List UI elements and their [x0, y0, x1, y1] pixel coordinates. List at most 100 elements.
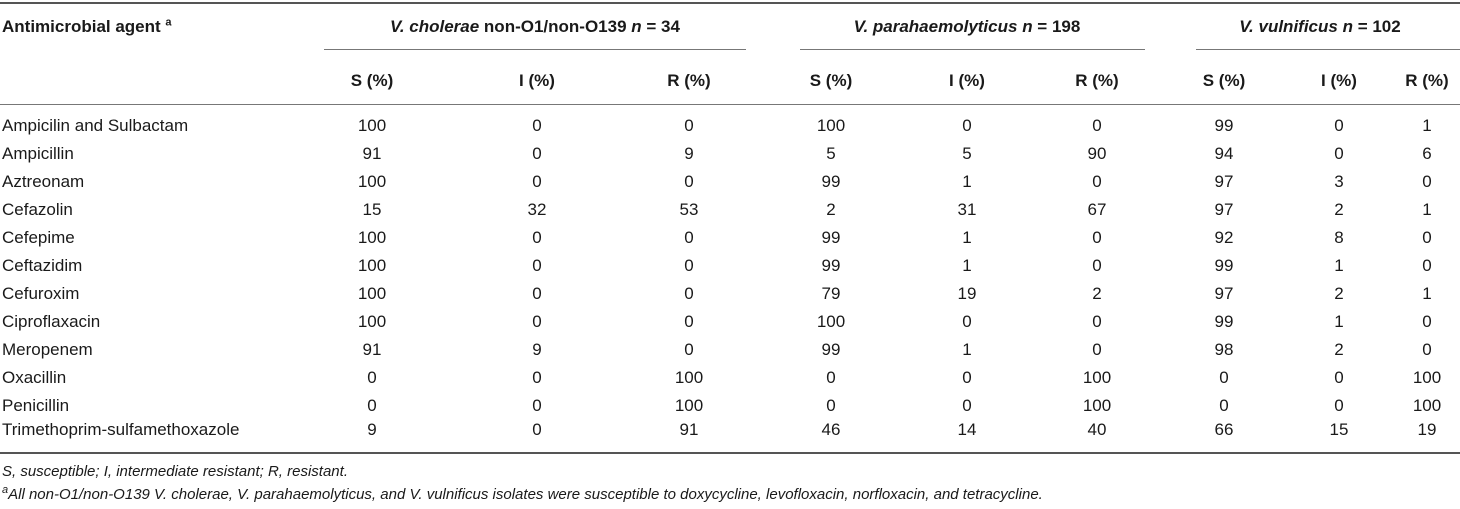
agent-name: Cefepime	[2, 228, 75, 247]
table-row: Cefuroxim 100 0 0 79 19 2 97 2 1	[0, 284, 1460, 308]
value-cell: 0	[532, 420, 542, 439]
value-cell: 67	[1087, 200, 1107, 219]
agent-name: Ampicilin and Sulbactam	[2, 116, 189, 135]
group-header-species: V. cholerae	[390, 17, 480, 36]
value-cell: 99	[821, 340, 841, 359]
value-cell: 3	[1334, 172, 1344, 191]
value-cell: 40	[1087, 420, 1107, 439]
value-cell: 0	[532, 284, 542, 303]
value-cell: 0	[1422, 340, 1432, 359]
value-cell: 0	[962, 116, 972, 135]
table-row: Penicillin 0 0 100 0 0 100 0 0 100	[0, 396, 1460, 420]
value-cell: 0	[1334, 396, 1344, 415]
value-cell: 2	[1334, 200, 1344, 219]
agent-name: Aztreonam	[2, 172, 85, 191]
value-cell: 0	[1092, 116, 1102, 135]
agent-name: Ampicillin	[2, 144, 74, 163]
value-cell: 9	[367, 420, 377, 439]
value-cell: 100	[1082, 396, 1112, 415]
value-cell: 94	[1214, 144, 1234, 163]
table-row: Cefepime 100 0 0 99 1 0 92 8 0	[0, 228, 1460, 252]
value-cell: 1	[1334, 312, 1344, 331]
value-cell: 0	[1422, 256, 1432, 275]
agent-name: Oxacillin	[2, 368, 67, 387]
group-header-n-value: = 34	[641, 17, 680, 36]
column-header-agent-superscript: a	[165, 16, 172, 29]
value-cell: 1	[1422, 200, 1432, 219]
table-row: Aztreonam 100 0 0 99 1 0 97 3 0	[0, 172, 1460, 196]
value-cell: 99	[821, 172, 841, 191]
value-cell: 0	[684, 340, 694, 359]
value-cell: 100	[816, 312, 846, 331]
value-cell: 0	[1334, 144, 1344, 163]
value-cell: 0	[962, 312, 972, 331]
value-cell: 2	[1334, 284, 1344, 303]
value-cell: 100	[357, 228, 387, 247]
value-cell: 100	[357, 256, 387, 275]
value-cell: 0	[367, 396, 377, 415]
value-cell: 90	[1087, 144, 1107, 163]
value-cell: 100	[816, 116, 846, 135]
value-cell: 32	[527, 200, 547, 219]
value-cell: 0	[1219, 368, 1229, 387]
value-cell: 99	[1214, 312, 1234, 331]
value-cell: 1	[1334, 256, 1344, 275]
value-cell: 1	[962, 256, 972, 275]
value-cell: 0	[1092, 172, 1102, 191]
subheader-vulnificus-r: R (%)	[1405, 71, 1449, 90]
value-cell: 31	[957, 200, 977, 219]
value-cell: 97	[1214, 172, 1234, 191]
value-cell: 0	[532, 116, 542, 135]
value-cell: 100	[674, 368, 704, 387]
footnote-a-marker: a	[2, 484, 9, 496]
value-cell: 0	[1422, 172, 1432, 191]
table-row: Cefazolin 15 32 53 2 31 67 97 2 1	[0, 200, 1460, 224]
value-cell: 98	[1214, 340, 1234, 359]
table-row: Meropenem 91 9 0 99 1 0 98 2 0	[0, 340, 1460, 364]
table-row: Ciproflaxacin 100 0 0 100 0 0 99 1 0	[0, 312, 1460, 336]
table-row: Ampicilin and Sulbactam 100 0 0 100 0 0 …	[0, 116, 1460, 140]
subheader-cholerae-r: R (%)	[667, 71, 711, 90]
value-cell: 66	[1214, 420, 1234, 439]
value-cell: 0	[532, 228, 542, 247]
value-cell: 100	[357, 172, 387, 191]
group-header-n-symbol: n	[631, 17, 642, 36]
table-row: Ceftazidim 100 0 0 99 1 0 99 1 0	[0, 256, 1460, 280]
group-rule-cholerae	[324, 49, 746, 50]
group-header-n-symbol: n	[1342, 17, 1353, 36]
value-cell: 100	[1412, 368, 1442, 387]
value-cell: 91	[362, 340, 382, 359]
group-header-serotype: non-O1/non-O139	[479, 17, 632, 36]
value-cell: 9	[684, 144, 694, 163]
table-row: Oxacillin 0 0 100 0 0 100 0 0 100	[0, 368, 1460, 392]
value-cell: 15	[362, 200, 382, 219]
value-cell: 0	[684, 116, 694, 135]
value-cell: 99	[821, 256, 841, 275]
value-cell: 99	[1214, 116, 1234, 135]
value-cell: 100	[357, 116, 387, 135]
agent-name: Trimethoprim-sulfamethoxazole	[2, 420, 240, 439]
subheader-parahaemolyticus-r: R (%)	[1075, 71, 1119, 90]
group-header-species: V. parahaemolyticus	[853, 17, 1018, 36]
value-cell: 0	[532, 368, 542, 387]
group-header-cholerae: V. cholerae non-O1/non-O139 n = 34	[390, 17, 680, 37]
value-cell: 1	[962, 340, 972, 359]
column-header-agent: Antimicrobial agent a	[2, 17, 172, 37]
value-cell: 0	[826, 396, 836, 415]
value-cell: 1	[1422, 116, 1432, 135]
subheader-vulnificus-s: S (%)	[1202, 71, 1246, 90]
value-cell: 2	[1334, 340, 1344, 359]
value-cell: 53	[679, 200, 699, 219]
table-row: Trimethoprim-sulfamethoxazole 9 0 91 46 …	[0, 420, 1460, 444]
group-header-species: V. vulnificus	[1239, 17, 1338, 36]
value-cell: 46	[821, 420, 841, 439]
value-cell: 2	[1092, 284, 1102, 303]
agent-name: Meropenem	[2, 340, 93, 359]
value-cell: 0	[684, 228, 694, 247]
value-cell: 97	[1214, 200, 1234, 219]
value-cell: 100	[1412, 396, 1442, 415]
value-cell: 5	[962, 144, 972, 163]
footnote-a-text: All non-O1/non-O139 V. cholerae, V. para…	[8, 486, 1043, 503]
value-cell: 91	[362, 144, 382, 163]
column-header-agent-label: Antimicrobial agent	[2, 17, 161, 36]
